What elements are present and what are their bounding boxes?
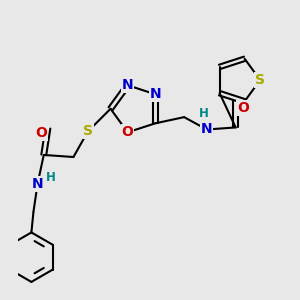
Text: S: S (83, 124, 93, 138)
Text: N: N (201, 122, 213, 136)
Text: N: N (32, 177, 44, 191)
Text: N: N (122, 78, 134, 92)
Text: N: N (149, 87, 161, 101)
Text: S: S (255, 73, 265, 87)
Text: O: O (122, 125, 134, 139)
Text: O: O (237, 101, 249, 115)
Text: O: O (35, 126, 47, 140)
Text: H: H (46, 171, 56, 184)
Text: H: H (199, 106, 209, 119)
